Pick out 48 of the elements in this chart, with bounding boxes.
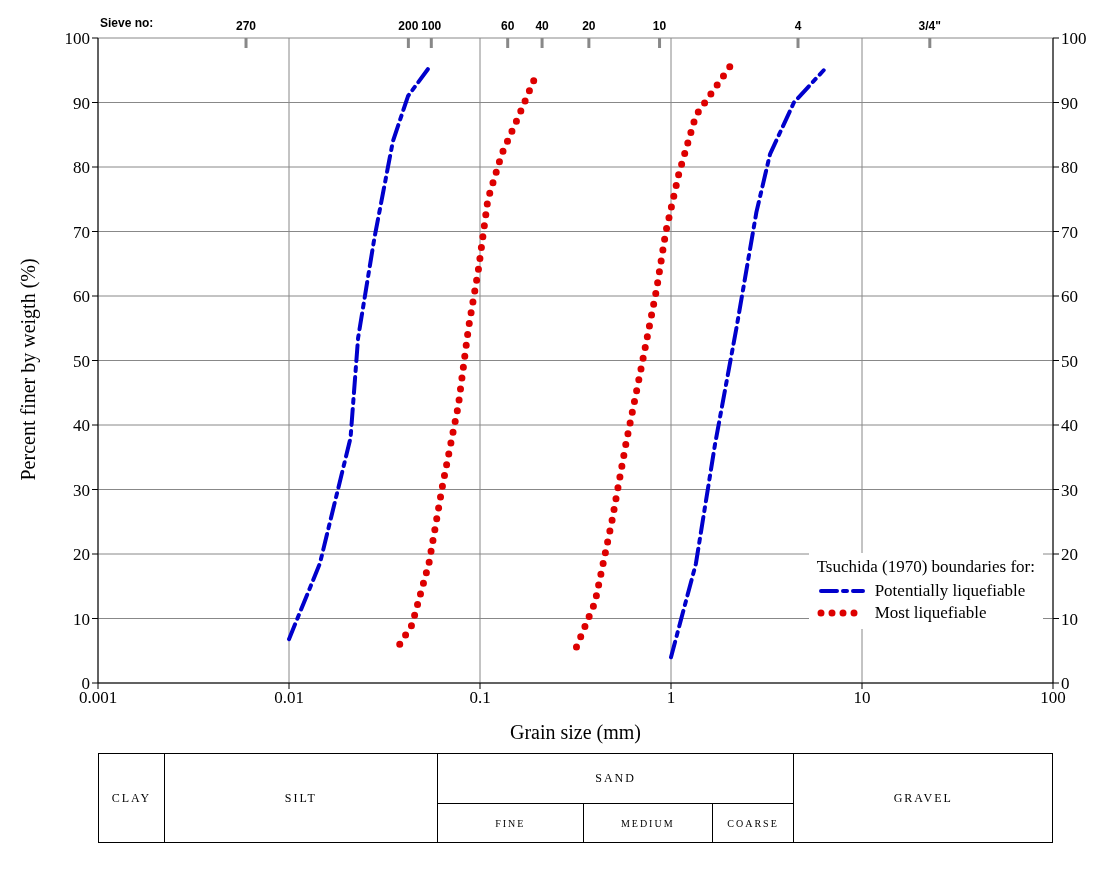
text: 40 [535,19,550,33]
y-axis-title: Percent finer by weigth (%) [17,258,41,481]
text: 100 [421,19,442,33]
y-tick-label: 60 [73,287,90,307]
x-tick-label: 1 [666,688,676,708]
x-tick-label: 100 [1040,688,1066,708]
y2-tick-label: 100 [1061,29,1087,49]
y2-tick-label: 90 [1061,93,1078,113]
y-tick-label: 10 [73,609,90,629]
x-tick-label: 0.001 [78,688,118,708]
y-tick-label: 100 [64,29,90,49]
y2-tick-label: 40 [1061,416,1078,436]
y-tick-label: 30 [73,480,90,500]
text: 200 [398,19,419,33]
text: 4 [794,19,802,33]
text: SAND [437,753,794,804]
y-tick-label: 50 [73,351,90,371]
y-tick-label: 90 [73,93,90,113]
y-tick-label: 80 [73,158,90,178]
x-tick-label: 0.1 [469,688,491,708]
y-tick-label: 20 [73,545,90,565]
y-tick-label: 70 [73,222,90,242]
text: FINE [437,803,584,843]
legend-title: Tsuchida (1970) boundaries for: [816,557,1035,577]
y2-tick-label: 80 [1061,158,1078,178]
text: GRAVEL [793,753,1053,843]
y2-tick-label: 60 [1061,287,1078,307]
legend-label: Potentially liquefiable [874,581,1026,601]
y-tick-label: 40 [73,416,90,436]
text: 60 [501,19,515,33]
legend-label: Most liquefiable [874,603,987,623]
text: MEDIUM [583,803,713,843]
y2-tick-label: 10 [1061,609,1078,629]
y2-tick-label: 20 [1061,545,1078,565]
text: 3/4" [918,19,941,33]
y2-tick-label: 70 [1061,222,1078,242]
x-axis-title: Grain size (mm) [509,721,642,744]
text: CLAY [98,753,165,843]
x-tick-label: 0.01 [274,688,304,708]
text: 10 [652,19,667,33]
text: 20 [582,19,596,33]
text: SILT [164,753,438,843]
y2-tick-label: 50 [1061,351,1078,371]
text: COARSE [712,803,794,843]
text: 270 [236,19,257,33]
x-tick-label: 10 [853,688,871,708]
x2-axis-title: Sieve no: [100,16,154,30]
y2-tick-label: 30 [1061,480,1078,500]
